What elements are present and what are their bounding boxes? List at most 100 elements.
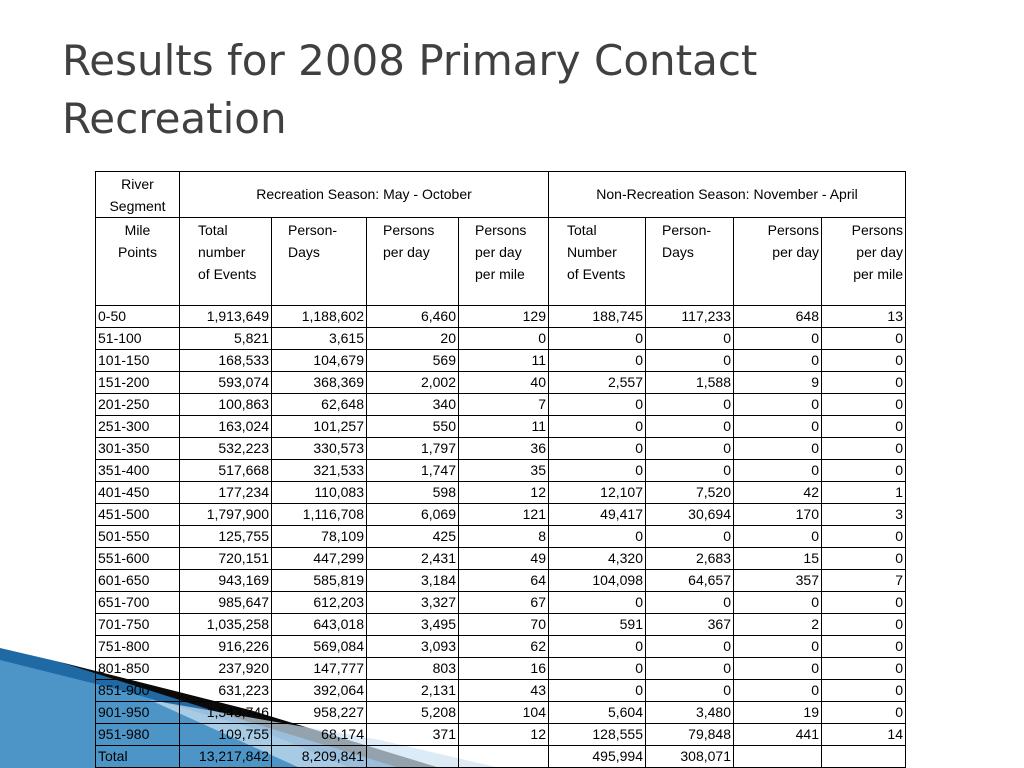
- value-cell: 128,555: [548, 723, 646, 746]
- data-row: Total 13,217,842 8,209,841 495,994 308,071: [95, 745, 906, 768]
- value-cell: 0: [821, 525, 906, 548]
- segment-cell: 101-150: [95, 349, 180, 372]
- header-line: Segment: [109, 198, 166, 214]
- value-cell: 392,064: [271, 679, 367, 702]
- segment-cell: 301-350: [95, 437, 180, 460]
- value-cell: 3,480: [645, 701, 734, 724]
- value-cell: 104: [458, 701, 549, 724]
- value-cell: 100,863: [179, 393, 272, 416]
- value-cell: 0: [645, 635, 734, 658]
- value-cell: 0: [548, 415, 646, 438]
- segment-cell: 151-200: [95, 371, 180, 394]
- value-cell: 11: [458, 415, 549, 438]
- data-row: 401-450 177,234 110,083 598 12 12,107 7,520 42 1: [95, 481, 906, 504]
- data-row: 301-350 532,223 330,573 1,797 36 0 0 0 0: [95, 437, 906, 460]
- header-line: per day: [772, 244, 819, 260]
- value-cell: 441: [733, 723, 822, 746]
- segment-cell: 401-450: [95, 481, 180, 504]
- value-cell: 40: [458, 371, 549, 394]
- group-header-row: River Segment Recreation Season: May - Oct…: [95, 171, 906, 218]
- value-cell: 147,777: [271, 657, 367, 680]
- value-cell: 0: [645, 679, 734, 702]
- value-cell: 3,327: [366, 591, 459, 614]
- value-cell: 30,694: [645, 503, 734, 526]
- value-cell: 958,227: [271, 701, 367, 724]
- value-cell: 0: [645, 393, 734, 416]
- data-row: 501-550 125,755 78,109 425 8 0 0 0 0: [95, 525, 906, 548]
- value-cell: 3,184: [366, 569, 459, 592]
- header-line: Persons: [383, 222, 435, 238]
- value-cell: 163,024: [179, 415, 272, 438]
- header-line: Days: [288, 244, 320, 260]
- value-cell: 0: [733, 635, 822, 658]
- value-cell: 12,107: [548, 481, 646, 504]
- value-cell: 4,320: [548, 547, 646, 570]
- value-cell: 0: [821, 349, 906, 372]
- value-cell: 2,557: [548, 371, 646, 394]
- value-cell: 3,093: [366, 635, 459, 658]
- value-cell: 1: [821, 481, 906, 504]
- value-cell: 0: [548, 437, 646, 460]
- value-cell: 68,174: [271, 723, 367, 746]
- value-cell: 5,604: [548, 701, 646, 724]
- value-cell: 35: [458, 459, 549, 482]
- value-cell: 2,683: [645, 547, 734, 570]
- value-cell: 0: [548, 393, 646, 416]
- header-line: Person-: [288, 222, 338, 238]
- header-line: number: [198, 244, 246, 260]
- data-row: 201-250 100,863 62,648 340 7 0 0 0 0: [95, 393, 906, 416]
- segment-cell: 51-100: [95, 327, 180, 350]
- segment-cell: 701-750: [95, 613, 180, 636]
- value-cell: 0: [821, 327, 906, 350]
- value-cell: 447,299: [271, 547, 367, 570]
- value-cell: 7: [458, 393, 549, 416]
- header-line: Points: [118, 244, 157, 260]
- data-row: 801-850 237,920 147,777 803 16 0 0 0 0: [95, 657, 906, 680]
- data-row: 651-700 985,647 612,203 3,327 67 0 0 0 0: [95, 591, 906, 614]
- segment-cell: 351-400: [95, 459, 180, 482]
- column-header: Person- Days: [645, 217, 734, 306]
- header-line: per day: [383, 244, 430, 260]
- segment-cell: 251-300: [95, 415, 180, 438]
- value-cell: 0: [645, 437, 734, 460]
- column-header-row: Mile Points Total number of Events Person- Day…: [95, 217, 906, 306]
- value-cell: 1,588: [645, 371, 734, 394]
- value-cell: 19: [733, 701, 822, 724]
- value-cell: 62: [458, 635, 549, 658]
- segment-cell: 751-800: [95, 635, 180, 658]
- value-cell: 2,131: [366, 679, 459, 702]
- value-cell: 0: [645, 525, 734, 548]
- slide-title: Results for 2008 Primary Contact Recreat…: [62, 36, 758, 143]
- value-cell: 495,994: [548, 745, 646, 768]
- value-cell: 177,234: [179, 481, 272, 504]
- value-cell: 0: [548, 525, 646, 548]
- value-cell: 0: [821, 371, 906, 394]
- results-table: River Segment Recreation Season: May - Oct…: [95, 171, 906, 768]
- data-row: 551-600 720,151 447,299 2,431 49 4,320 2,683 15…: [95, 547, 906, 570]
- value-cell: 340: [366, 393, 459, 416]
- header-line: Person-: [662, 222, 712, 238]
- value-cell: 308,071: [645, 745, 734, 768]
- value-cell: 49: [458, 547, 549, 570]
- value-cell: 0: [548, 657, 646, 680]
- value-cell: 0: [645, 591, 734, 614]
- value-cell: 49,417: [548, 503, 646, 526]
- header-line: Total: [567, 222, 597, 238]
- value-cell: 12: [458, 481, 549, 504]
- data-row: 251-300 163,024 101,257 550 11 0 0 0 0: [95, 415, 906, 438]
- header-line: per mile: [475, 266, 525, 282]
- data-row: 751-800 916,226 569,084 3,093 62 0 0 0 0: [95, 635, 906, 658]
- segment-cell: 501-550: [95, 525, 180, 548]
- header-line: Mile: [124, 222, 151, 238]
- value-cell: 14: [821, 723, 906, 746]
- value-cell: 188,745: [548, 305, 646, 328]
- header-line: Persons: [475, 222, 527, 238]
- value-cell: 0: [458, 327, 549, 350]
- value-cell: 13: [821, 305, 906, 328]
- column-header: Persons per day per mile: [458, 217, 549, 306]
- data-row: 951-980 109,755 68,174 371 12 128,555 79,848 44…: [95, 723, 906, 746]
- value-cell: 0: [821, 393, 906, 416]
- value-cell: 8,209,841: [271, 745, 367, 768]
- header-line: Total: [198, 222, 228, 238]
- group-header: Non-Recreation Season: November - April: [548, 171, 906, 218]
